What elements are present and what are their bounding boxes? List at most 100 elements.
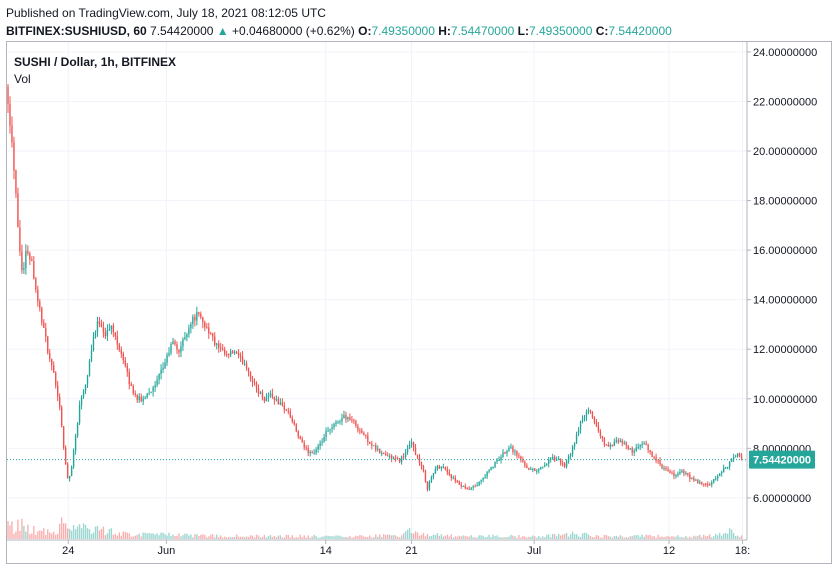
- volume-bar: [295, 537, 297, 539]
- candle-body: [458, 481, 460, 485]
- candle-body: [526, 465, 528, 468]
- candle-body: [39, 301, 41, 309]
- volume-bar: [416, 532, 419, 539]
- volume-bar: [303, 535, 305, 539]
- candle-body: [11, 125, 13, 143]
- volume-bar: [724, 533, 727, 539]
- volume-bar: [72, 525, 75, 539]
- candle-body: [681, 470, 683, 473]
- candle-body: [279, 402, 282, 405]
- candle-body: [265, 397, 268, 401]
- candle-body: [335, 422, 337, 425]
- candle-body: [27, 250, 29, 254]
- low-value: 7.49350000: [528, 24, 593, 38]
- candle-body: [392, 457, 395, 459]
- volume-bar: [679, 537, 681, 539]
- volume-bar: [200, 534, 202, 539]
- candlesticks: [7, 84, 743, 492]
- candle-body: [689, 474, 691, 480]
- candle-body: [581, 419, 584, 422]
- candle-body: [100, 323, 103, 328]
- price-tick-label: 14.00000000: [753, 295, 817, 307]
- volume-bar: [216, 534, 218, 539]
- candle-body: [84, 384, 87, 392]
- volume-bar: [659, 536, 661, 539]
- candle-body: [637, 447, 639, 449]
- volume-bar: [683, 537, 685, 539]
- volume-bar: [520, 537, 522, 539]
- volume-bar: [406, 529, 409, 539]
- volume-bar: [53, 531, 55, 539]
- candle-body: [571, 446, 574, 455]
- legend-title: SUSHI / Dollar, 1h, BITFINEX: [14, 55, 177, 69]
- volume-bar: [37, 531, 39, 539]
- volume-bar: [47, 529, 49, 539]
- volume-bar: [512, 535, 514, 539]
- candle-body: [317, 445, 319, 450]
- volume-bar: [19, 530, 21, 539]
- candle-body: [705, 483, 707, 485]
- candle-body: [17, 193, 19, 228]
- candle-body: [599, 431, 602, 437]
- volume-bar: [225, 537, 228, 539]
- candle-body: [677, 473, 679, 476]
- volume-bar: [464, 535, 466, 539]
- candle-body: [120, 349, 123, 354]
- volume-bar: [615, 535, 618, 539]
- volume-bar: [307, 535, 309, 539]
- volume-bar: [369, 535, 371, 539]
- volume-bar: [375, 534, 377, 539]
- volume-bar: [390, 535, 393, 539]
- candle-body: [528, 467, 530, 470]
- candle-body: [154, 385, 156, 388]
- symbol-name: BITFINEX:SUSHIUSD, 60: [6, 24, 147, 38]
- time-axis: 24 Jun 14 21 Jul 12 18:: [62, 540, 750, 557]
- volume-bar: [474, 537, 476, 539]
- volume-bar: [247, 536, 250, 539]
- volume-bar: [277, 535, 280, 539]
- candle-body: [687, 472, 689, 475]
- candle-body: [106, 330, 109, 337]
- candle-body: [365, 435, 367, 437]
- candle-body: [383, 452, 385, 454]
- candle-body: [329, 429, 331, 431]
- volume-bar: [156, 533, 158, 539]
- time-tick-label: 12: [663, 545, 675, 557]
- candle-body: [454, 477, 456, 481]
- candle-body: [108, 329, 111, 331]
- volume-bar: [355, 535, 357, 539]
- volume-bar: [76, 526, 79, 539]
- candle-body: [343, 415, 345, 419]
- candle-body: [156, 379, 158, 386]
- candle-body: [732, 457, 735, 460]
- candle-body: [736, 453, 739, 457]
- candle-body: [603, 438, 606, 445]
- candle-body: [23, 268, 25, 271]
- candle-body: [227, 354, 230, 356]
- volume-bar: [589, 535, 592, 539]
- candle-body: [7, 86, 9, 104]
- candle-body: [697, 479, 699, 484]
- candle-body: [223, 349, 226, 354]
- volume-bars: [7, 517, 743, 539]
- volume-bar: [468, 536, 470, 539]
- volume-bar: [571, 531, 574, 539]
- volume-bar: [508, 536, 510, 539]
- candle-body: [709, 484, 711, 486]
- volume-bar: [528, 536, 530, 539]
- volume-bar: [720, 535, 723, 539]
- volume-bar: [732, 533, 735, 539]
- volume-bar: [673, 536, 675, 539]
- volume-bar: [94, 526, 97, 539]
- candle-body: [430, 477, 433, 483]
- legend-volume: Vol: [14, 72, 31, 86]
- volume-bar: [343, 537, 345, 539]
- candle-body: [53, 365, 55, 373]
- volume-bar: [494, 536, 496, 539]
- candle-body: [396, 458, 399, 460]
- candle-body: [726, 467, 729, 469]
- candle-body: [500, 456, 502, 461]
- volume-bar: [245, 536, 248, 539]
- volume-bar: [58, 523, 61, 539]
